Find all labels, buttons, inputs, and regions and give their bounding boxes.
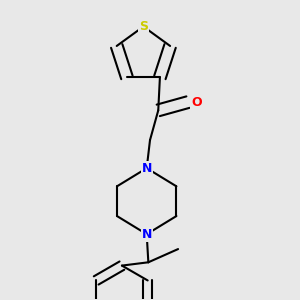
Text: O: O (191, 96, 202, 109)
Text: N: N (142, 162, 152, 175)
Text: N: N (142, 228, 152, 241)
Text: S: S (139, 20, 148, 33)
